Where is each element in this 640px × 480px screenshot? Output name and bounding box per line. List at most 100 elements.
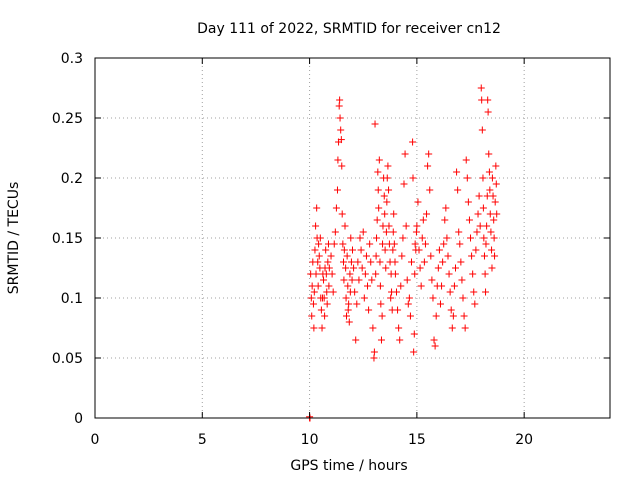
data-point — [458, 276, 466, 284]
data-point — [397, 282, 405, 290]
data-point — [373, 216, 381, 224]
data-point — [308, 282, 316, 290]
data-point — [368, 276, 376, 284]
data-point — [325, 282, 333, 290]
data-point — [356, 234, 364, 242]
data-point — [387, 294, 395, 302]
data-point — [332, 204, 340, 212]
data-point — [391, 270, 399, 278]
data-point — [330, 240, 338, 248]
data-point — [321, 312, 329, 320]
data-point — [491, 252, 499, 260]
data-point — [394, 306, 402, 314]
data-point — [409, 138, 417, 146]
y-axis-label: SRMTID / TECUs — [6, 182, 22, 295]
data-point — [430, 336, 438, 344]
data-point — [431, 342, 439, 350]
data-point — [329, 288, 337, 296]
data-point — [476, 222, 484, 230]
data-point — [469, 270, 477, 278]
data-point — [436, 300, 444, 308]
data-point — [380, 192, 388, 200]
data-point — [441, 216, 449, 224]
data-point — [489, 192, 497, 200]
data-point — [399, 234, 407, 242]
data-point — [320, 294, 328, 302]
grid-lines — [95, 58, 610, 418]
x-tick-label: 15 — [408, 432, 426, 448]
data-point — [383, 174, 391, 182]
data-point — [311, 246, 319, 254]
data-point — [434, 264, 442, 272]
y-tick-label: 0.25 — [52, 111, 83, 127]
data-point — [488, 246, 496, 254]
data-point — [492, 180, 500, 188]
data-point — [493, 210, 501, 218]
data-point — [366, 240, 374, 248]
data-point — [324, 258, 332, 266]
data-point — [314, 258, 322, 266]
data-point — [400, 180, 408, 188]
data-point — [344, 282, 352, 290]
data-point — [408, 258, 416, 266]
data-point — [401, 150, 409, 158]
data-point — [412, 228, 420, 236]
data-point — [389, 228, 397, 236]
data-point — [317, 306, 325, 314]
data-point — [350, 264, 358, 272]
y-tick-label: 0 — [74, 411, 83, 427]
data-point — [492, 162, 500, 170]
data-point — [429, 294, 437, 302]
data-point — [487, 228, 495, 236]
y-tick-label: 0.15 — [52, 231, 83, 247]
data-point — [421, 240, 429, 248]
data-point — [342, 294, 350, 302]
data-point — [349, 246, 356, 254]
data-point — [409, 174, 417, 182]
data-point — [420, 258, 428, 266]
data-point — [482, 288, 490, 296]
data-point — [312, 222, 320, 230]
data-point — [373, 234, 381, 242]
data-point — [471, 300, 479, 308]
data-point — [378, 312, 386, 320]
data-point — [449, 312, 457, 320]
data-point — [480, 234, 488, 242]
data-point — [325, 264, 333, 272]
data-point — [358, 264, 366, 272]
data-point — [459, 294, 467, 302]
data-point — [318, 324, 326, 332]
data-point — [347, 258, 355, 266]
data-point — [315, 240, 323, 248]
data-point — [414, 198, 422, 206]
data-point — [372, 270, 380, 278]
data-point — [403, 276, 411, 284]
data-point — [404, 300, 412, 308]
data-point — [446, 288, 454, 296]
data-point — [370, 348, 378, 356]
data-point — [457, 258, 465, 266]
data-point — [410, 330, 418, 338]
data-point — [315, 252, 323, 260]
data-point — [367, 258, 375, 266]
data-point — [355, 276, 363, 284]
y-tick-label: 0.05 — [52, 351, 83, 367]
data-point — [419, 216, 427, 224]
data-point — [485, 150, 493, 158]
data-point — [445, 270, 453, 278]
data-point — [442, 204, 450, 212]
data-point — [463, 174, 471, 182]
data-point — [339, 240, 347, 248]
data-point — [391, 258, 399, 266]
data-point — [426, 186, 434, 194]
data-point — [323, 288, 331, 296]
data-point — [337, 126, 345, 134]
data-point — [375, 156, 383, 164]
data-point — [340, 246, 348, 254]
data-point — [379, 222, 387, 230]
data-point — [357, 246, 365, 254]
data-point — [310, 324, 318, 332]
data-point — [365, 306, 373, 314]
data-point — [307, 294, 315, 302]
data-point — [372, 252, 380, 260]
